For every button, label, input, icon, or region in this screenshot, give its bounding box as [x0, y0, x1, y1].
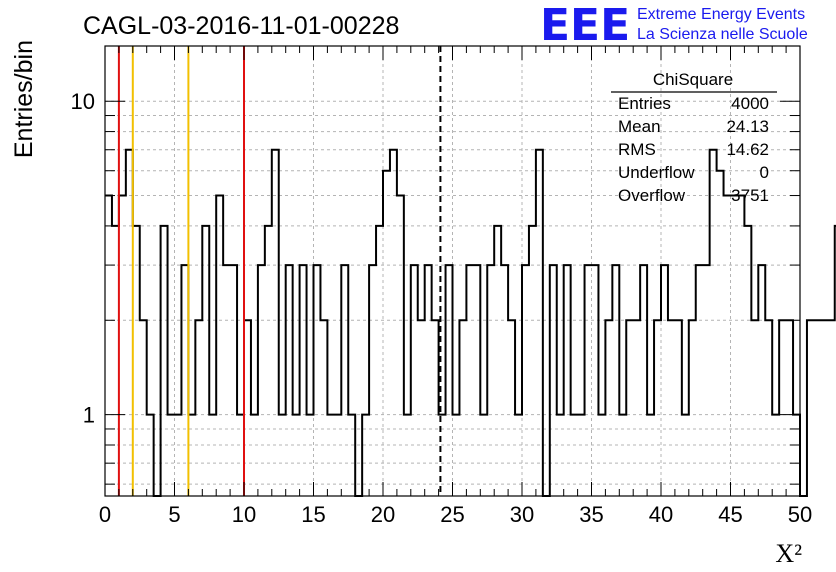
chart-title: CAGL-03-2016-11-01-00228: [83, 12, 399, 40]
x-tick-label: 45: [718, 502, 742, 527]
histogram-outline: [105, 148, 836, 497]
histogram-series: [105, 148, 836, 497]
stats-label: Underflow: [618, 163, 695, 182]
x-tick-label: 30: [510, 502, 534, 527]
eee-logo-line2: La Scienza nelle Scuole: [637, 26, 808, 43]
stats-value: 3751: [731, 186, 769, 205]
stats-value: 24.13: [726, 117, 769, 136]
y-tick-label: 10: [71, 89, 95, 114]
y-axis-label: Entries/bin: [10, 40, 38, 158]
stats-value: 4000: [731, 94, 769, 113]
stats-value: 14.62: [726, 140, 769, 159]
x-tick-label: 15: [301, 502, 325, 527]
reference-lines: [117, 46, 442, 496]
x-tick-label: 40: [649, 502, 673, 527]
eee-logo-letters: EEE: [540, 0, 630, 51]
x-axis-label: X²: [775, 539, 802, 568]
x-tick-label: 0: [99, 502, 111, 527]
eee-logo: EEE Extreme Energy Events La Scienza nel…: [540, 0, 808, 51]
stats-box: ChiSquare Entries 4000 Mean 24.13 RMS 14.62 Un…: [611, 70, 777, 205]
stats-value: 0: [760, 163, 769, 182]
x-tick-label: 10: [232, 502, 256, 527]
stats-label: Mean: [618, 117, 661, 136]
x-tick-label: 35: [579, 502, 603, 527]
stats-label: Entries: [618, 94, 671, 113]
x-tick-label: 50: [788, 502, 812, 527]
stats-label: RMS: [618, 140, 656, 159]
plot-axes: 0 5 10 15 20 25 30 35 40 45 50 1 10: [71, 46, 812, 527]
x-tick-label: 5: [168, 502, 180, 527]
eee-logo-line1: Extreme Energy Events: [637, 6, 805, 23]
x-tick-label: 20: [371, 502, 395, 527]
x-tick-label: 25: [440, 502, 464, 527]
stats-label: Overflow: [618, 186, 686, 205]
y-tick-label: 1: [83, 403, 95, 428]
stats-title: ChiSquare: [653, 70, 733, 89]
